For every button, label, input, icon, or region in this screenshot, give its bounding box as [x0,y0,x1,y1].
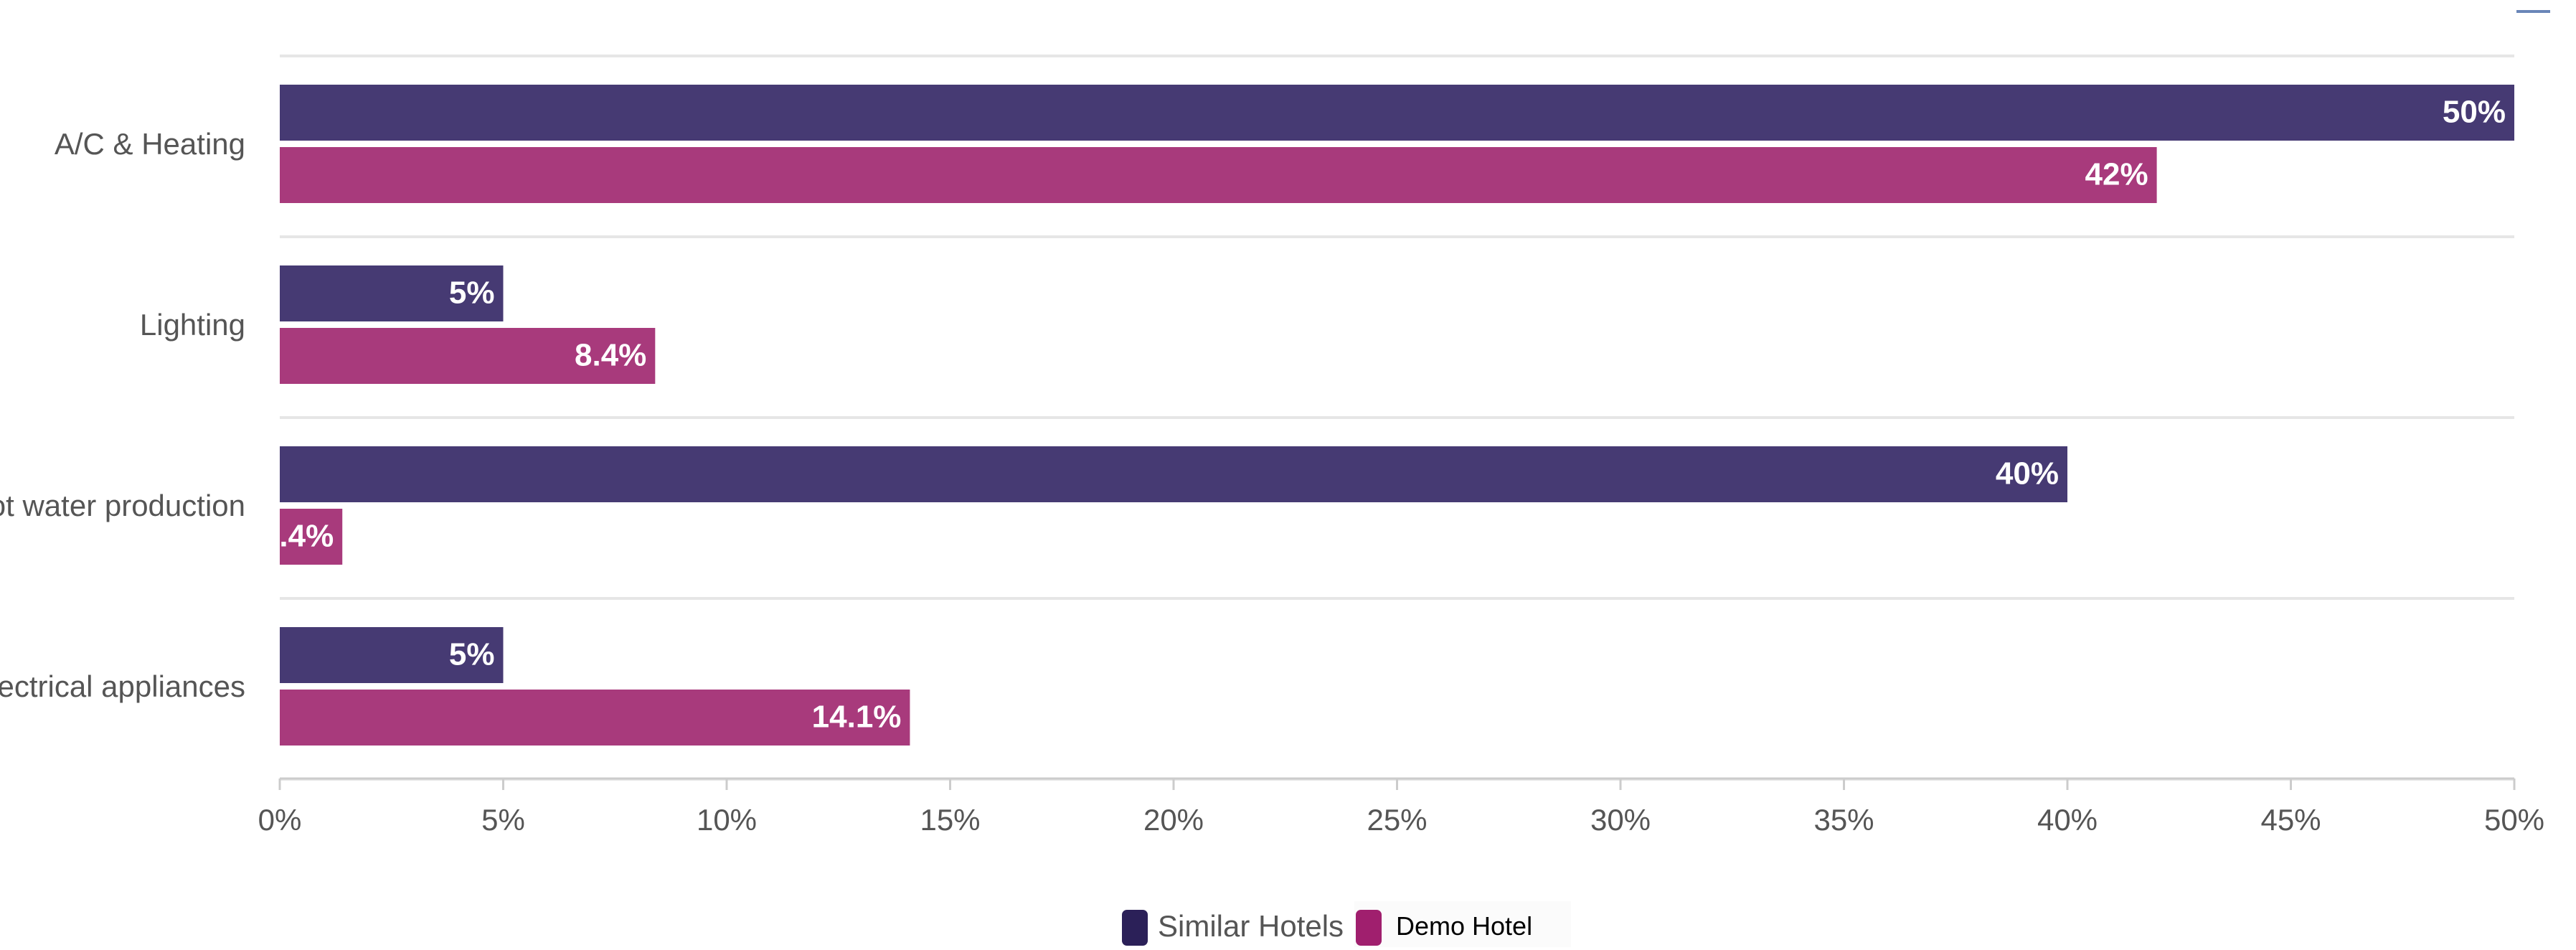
category-label: A/C & Heating [55,127,245,161]
bar-similar-hotels[interactable] [280,446,2067,502]
category-labels: A/C & Heating Lighting Hot water productio… [0,127,245,703]
x-tick-label: 45% [2260,803,2321,837]
x-tick-label: 20% [1143,803,1204,837]
category-label: Electrical appliances [0,669,245,703]
x-tick-label: 40% [2037,803,2098,837]
legend-box-demo [1354,901,1571,947]
x-tick-label: 5% [481,803,525,837]
bar-similar-hotels[interactable] [280,627,504,683]
category-label: Hot water production [0,489,245,522]
data-label: 50% [2443,95,2506,130]
data-label: 42% [2085,157,2148,192]
x-tick-label: 25% [1367,803,1427,837]
bar-demo-hotel[interactable] [280,147,2157,203]
data-label: 5% [449,276,495,311]
bars-group: 50% 42% 5% 8.4% 40% 1.4% 5% 14.1% [262,85,2514,746]
legend[interactable]: Similar Hotels Demo Hotel [1122,901,1571,947]
bar-similar-hotels[interactable] [280,265,504,321]
legend-label-demo-hotel[interactable]: Demo Hotel [1396,911,1532,941]
bar-demo-hotel[interactable] [280,690,910,746]
legend-label-similar-hotels[interactable]: Similar Hotels [1158,909,1344,943]
x-tick-label: 10% [697,803,757,837]
bar-demo-hotel[interactable] [280,328,656,384]
data-label: 8.4% [575,338,646,373]
data-label: 1.4% [262,519,334,554]
data-label: 40% [1996,456,2059,492]
category-label: Lighting [140,308,245,342]
x-tick-label: 0% [258,803,302,837]
x-tick-label: 30% [1590,803,1651,837]
x-axis: 0% 5% 10% 15% 20% 25% 30% 35% 40% 45% 50% [258,777,2544,837]
legend-swatch-similar-hotels[interactable] [1122,910,1148,946]
legend-swatch-demo-hotel[interactable] [1356,910,1382,946]
x-tick-label: 50% [2484,803,2544,837]
x-tick-label: 15% [920,803,980,837]
bar-similar-hotels[interactable] [280,85,2514,141]
data-label: 5% [449,637,495,672]
x-tick-label: 35% [1813,803,1874,837]
data-label: 14.1% [812,700,902,735]
bar-demo-hotel[interactable] [280,509,343,565]
